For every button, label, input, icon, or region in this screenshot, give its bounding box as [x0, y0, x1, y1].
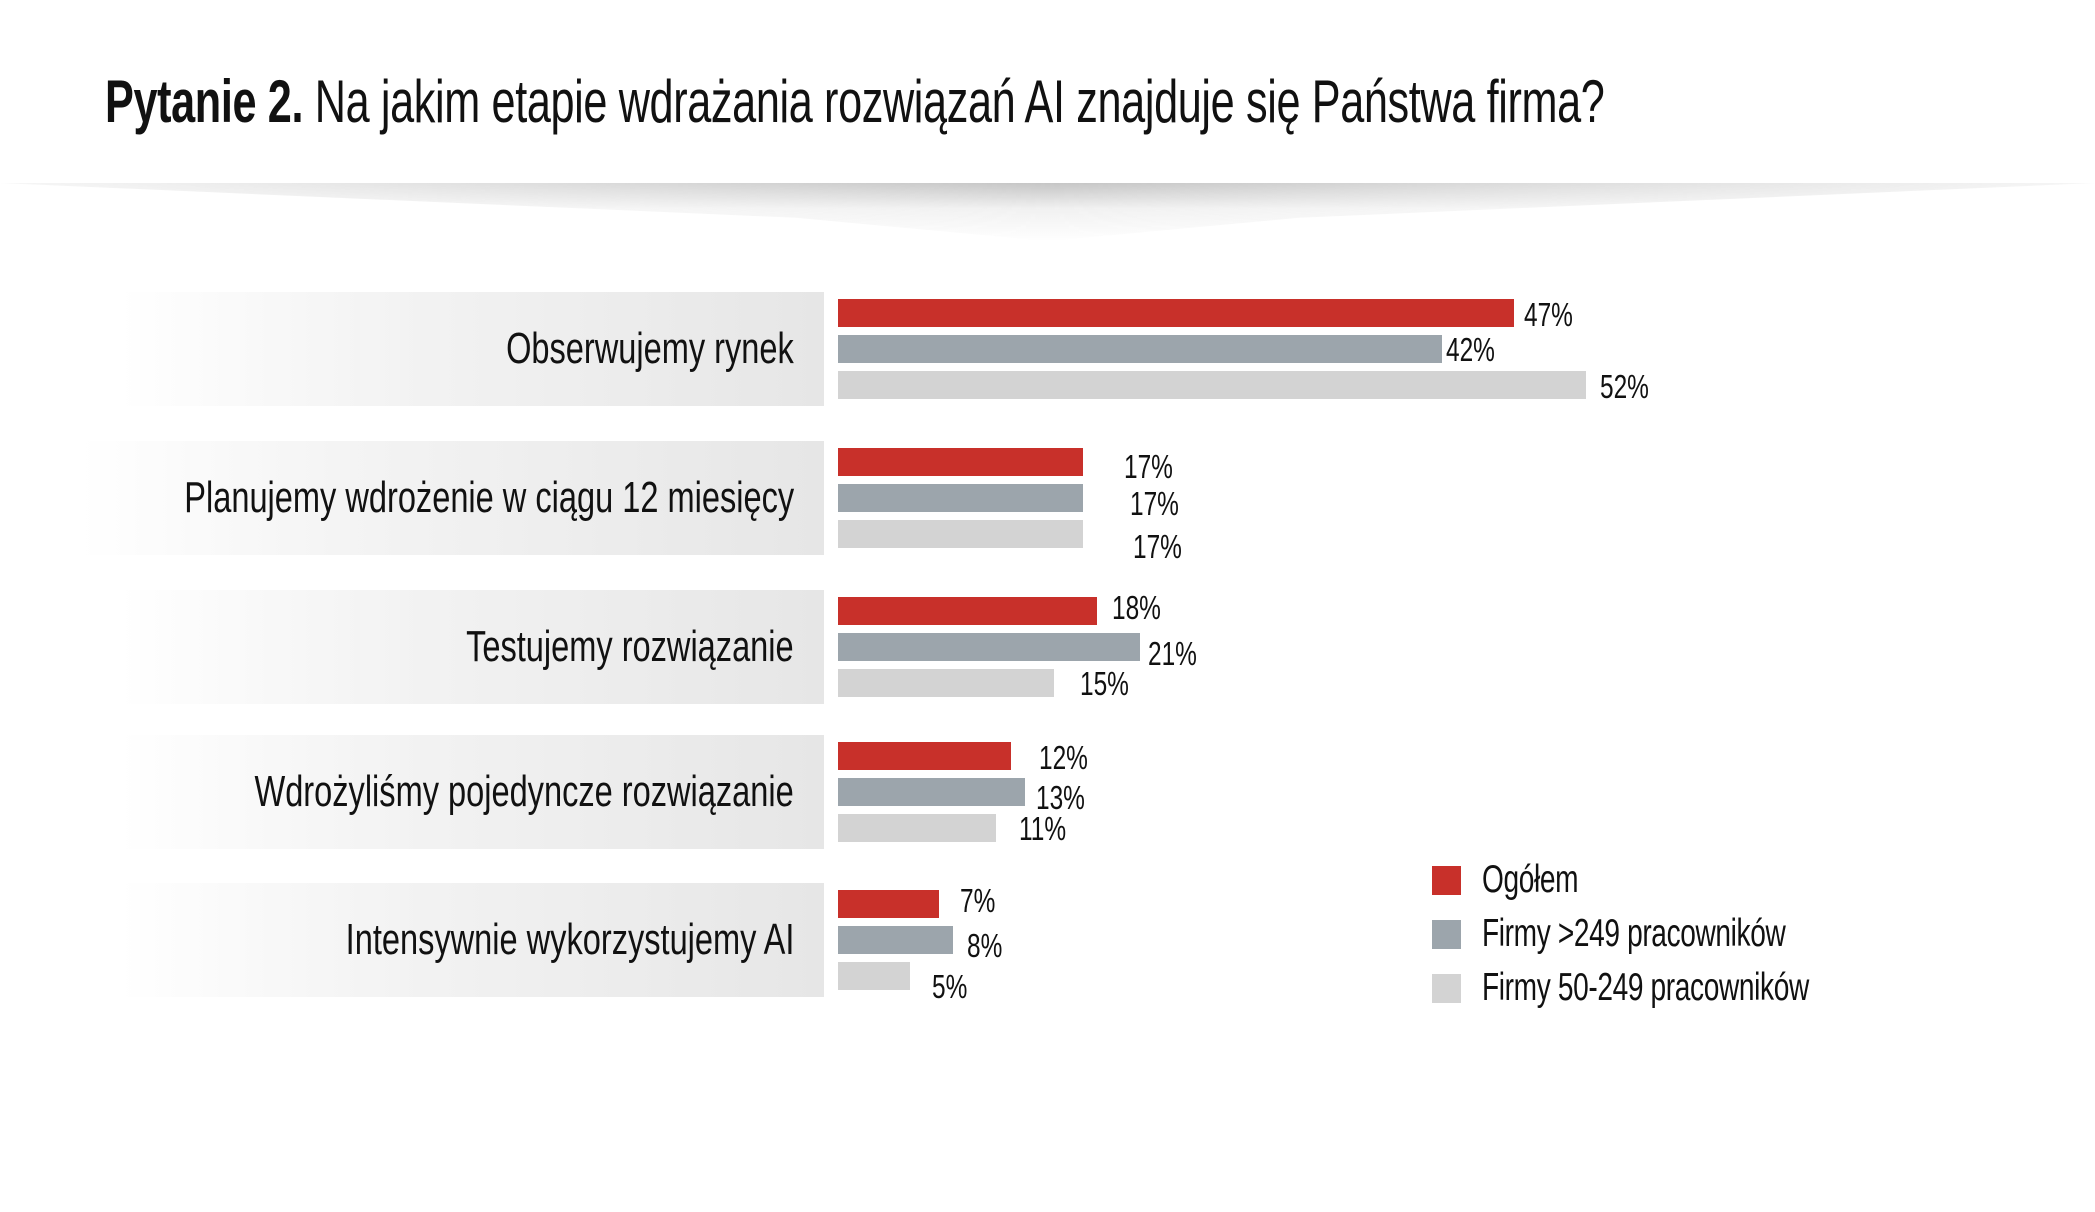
value-label: 13%: [1036, 779, 1085, 816]
value-label: 21%: [1148, 635, 1197, 672]
value-label: 8%: [967, 927, 1003, 964]
value-label: 11%: [1019, 810, 1067, 847]
category-label: Testujemy rozwiązanie: [466, 622, 794, 671]
category-panel-planujemy: Planujemy wdrożenie w ciągu 12 miesięcy: [80, 441, 824, 555]
value-label: 42%: [1446, 331, 1495, 368]
value-label: 7%: [960, 882, 996, 919]
bar-ogolem: [838, 742, 1011, 770]
bar-firmy-249-plus: [838, 335, 1442, 363]
value-label: 18%: [1112, 589, 1161, 626]
value-label: 17%: [1133, 528, 1182, 565]
legend-label: Firmy >249 pracowników: [1482, 912, 1786, 955]
bar-ogolem: [838, 597, 1097, 625]
bar-ogolem: [838, 299, 1514, 327]
question-text: Na jakim etapie wdrażania rozwiązań AI z…: [303, 68, 1605, 135]
question-number: Pytanie 2.: [105, 68, 304, 135]
category-label: Obserwujemy rynek: [506, 324, 794, 373]
value-label: 15%: [1080, 665, 1129, 702]
bar-ogolem: [838, 890, 939, 918]
value-label: 5%: [932, 968, 968, 1005]
bar-firmy-249-plus: [838, 926, 953, 954]
bar-firmy-249-plus: [838, 484, 1083, 512]
legend-swatch-red-icon: [1432, 866, 1461, 895]
header-shadow-divider: [0, 183, 2095, 241]
bar-firmy-50-249: [838, 371, 1586, 399]
category-label: Planujemy wdrożenie w ciągu 12 miesięcy: [184, 473, 794, 522]
legend-swatch-gray-icon: [1432, 920, 1461, 949]
value-label: 12%: [1039, 739, 1088, 776]
value-label: 47%: [1524, 296, 1573, 333]
category-label: Intensywnie wykorzystujemy AI: [345, 915, 794, 964]
bar-firmy-50-249: [838, 520, 1083, 548]
bar-firmy-249-plus: [838, 633, 1140, 661]
value-label: 17%: [1124, 448, 1173, 485]
bar-firmy-50-249: [838, 962, 910, 990]
chart-title: Pytanie 2. Na jakim etapie wdrażania roz…: [105, 62, 1605, 142]
category-panel-testujemy: Testujemy rozwiązanie: [120, 590, 824, 704]
category-panel-wdrozylismy: Wdrożyliśmy pojedyncze rozwiązanie: [120, 735, 824, 849]
legend-label: Firmy 50-249 pracowników: [1482, 966, 1809, 1009]
bar-firmy-50-249: [838, 669, 1054, 697]
value-label: 52%: [1600, 368, 1649, 405]
bar-ogolem: [838, 448, 1083, 476]
category-panel-obserwujemy: Obserwujemy rynek: [120, 292, 824, 406]
bar-firmy-249-plus: [838, 778, 1025, 806]
category-panel-intensywnie: Intensywnie wykorzystujemy AI: [120, 883, 824, 997]
legend-label: Ogółem: [1482, 858, 1579, 901]
legend-swatch-lightgray-icon: [1432, 974, 1461, 1003]
bar-firmy-50-249: [838, 814, 996, 842]
value-label: 17%: [1130, 485, 1179, 522]
category-label: Wdrożyliśmy pojedyncze rozwiązanie: [254, 767, 794, 816]
